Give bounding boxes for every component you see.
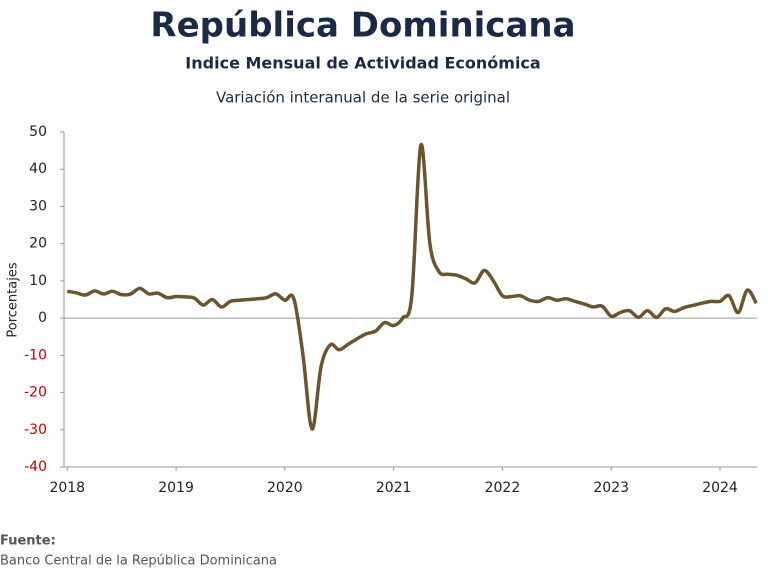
y-tick-label: -20	[24, 385, 47, 401]
source-title: Fuente:	[0, 534, 56, 549]
data-line	[66, 143, 758, 431]
chart-note: Variación interanual de la serie origina…	[216, 89, 510, 107]
x-tick-label: 2018	[49, 480, 85, 496]
x-tick-label: 2022	[485, 480, 521, 496]
y-tick-label: 0	[38, 310, 47, 326]
y-tick-label: 40	[29, 161, 47, 177]
chart-title: República Dominicana	[150, 6, 575, 46]
x-tick-label: 2023	[593, 480, 629, 496]
y-tick-label: -40	[24, 459, 47, 475]
y-tick-label: 30	[29, 198, 47, 214]
y-tick-label: 10	[29, 273, 47, 289]
x-tick-label: 2020	[267, 480, 303, 496]
x-tick-label: 2024	[702, 480, 738, 496]
y-axis-label: Porcentajes	[6, 262, 21, 337]
y-tick-label: 50	[29, 124, 47, 140]
y-tick-label: -10	[24, 347, 47, 363]
source: Banco Central de la República Dominicana	[0, 554, 277, 569]
x-tick-label: 2021	[376, 480, 412, 496]
y-tick-label: 20	[29, 236, 47, 252]
chart-subtitle: Indice Mensual de Actividad Económica	[185, 54, 540, 73]
y-tick-label: -30	[24, 422, 47, 438]
x-tick-label: 2019	[158, 480, 194, 496]
